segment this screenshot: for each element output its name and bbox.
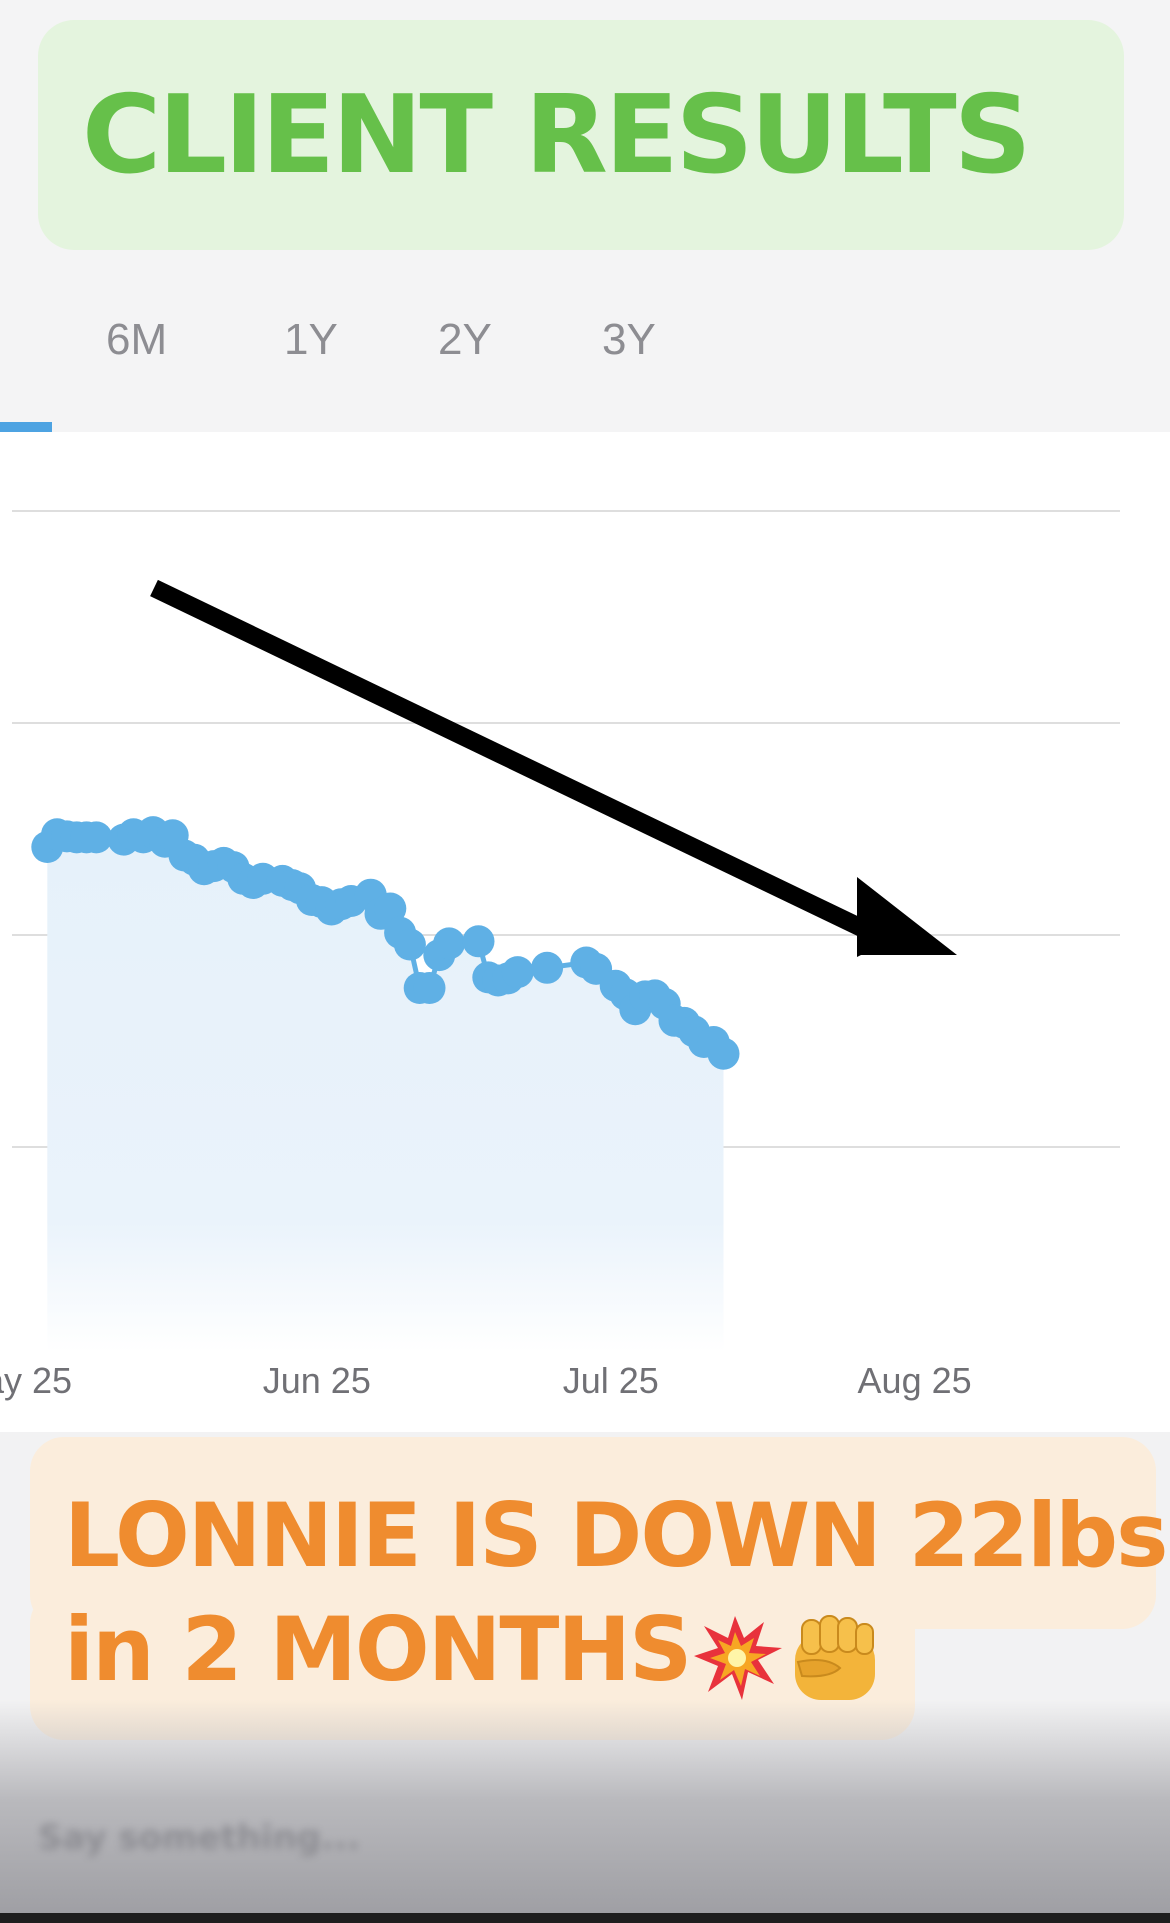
headline-banner: CLIENT RESULTS xyxy=(38,20,1124,250)
emoji-group xyxy=(694,1615,875,1700)
data-point xyxy=(413,972,446,1004)
x-tick-label: Aug 25 xyxy=(858,1360,972,1401)
tab-2y[interactable]: 2Y xyxy=(438,315,492,364)
data-point xyxy=(531,951,564,984)
data-point xyxy=(462,925,495,958)
range-tabs: 6M 1Y 2Y 3Y xyxy=(0,315,1170,385)
data-point xyxy=(393,928,426,961)
arrow-shaft xyxy=(150,579,901,954)
reply-area-fade xyxy=(0,1700,1170,1923)
x-tick-label: Jul 25 xyxy=(563,1360,659,1401)
bottom-edge xyxy=(0,1913,1170,1923)
data-point xyxy=(80,821,113,854)
x-axis-ticks: May 25 Jun 25 Jul 25 Aug 25 xyxy=(0,1360,972,1401)
arrow-head xyxy=(857,877,957,957)
area-shape xyxy=(47,832,724,1352)
caption-line-1: LONNIE IS DOWN 22lbs xyxy=(64,1484,1168,1587)
data-point xyxy=(433,927,466,960)
down-arrow-annotation xyxy=(150,579,957,957)
collision-icon xyxy=(694,1616,782,1700)
selected-tab-indicator xyxy=(0,422,52,432)
oncoming-fist-icon xyxy=(795,1615,875,1700)
tab-3y[interactable]: 3Y xyxy=(602,315,656,364)
data-points xyxy=(31,816,740,1070)
caption-emojis xyxy=(690,1608,890,1712)
area-fill xyxy=(47,832,724,1352)
headline-text: CLIENT RESULTS xyxy=(82,73,1032,198)
reply-input[interactable]: Say something... xyxy=(38,1818,360,1858)
data-point xyxy=(374,892,407,925)
weight-chart-panel: May 25 Jun 25 Jul 25 Aug 25 xyxy=(0,432,1170,1432)
caption-line-2: in 2 MONTHS xyxy=(64,1598,692,1701)
weight-chart: May 25 Jun 25 Jul 25 Aug 25 xyxy=(0,510,1120,1401)
data-point xyxy=(501,956,534,989)
tab-6m[interactable]: 6M xyxy=(106,315,168,364)
x-tick-label: Jun 25 xyxy=(263,1360,371,1401)
tab-1y[interactable]: 1Y xyxy=(284,315,338,364)
data-point xyxy=(707,1037,740,1070)
x-tick-label: May 25 xyxy=(0,1360,72,1401)
